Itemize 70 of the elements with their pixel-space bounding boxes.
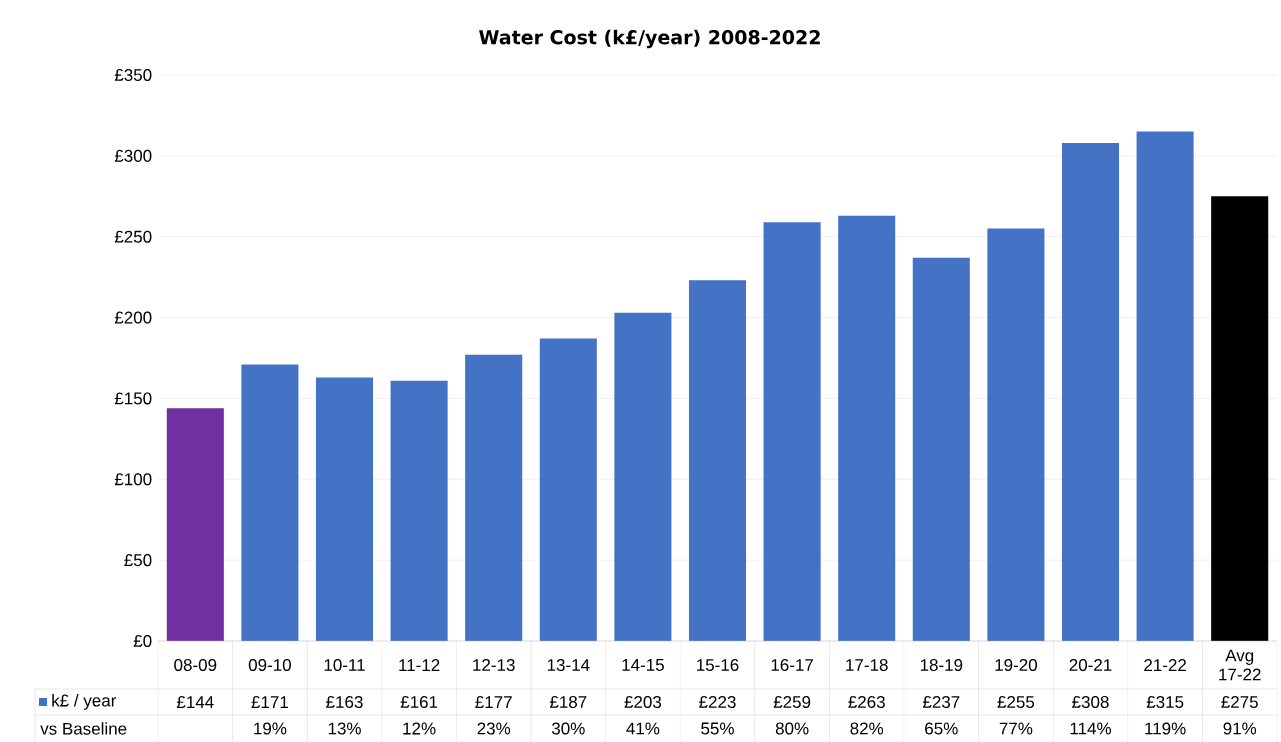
x-tick-label: 09-10 bbox=[248, 658, 291, 672]
x-tick-label: 13-14 bbox=[547, 658, 590, 672]
x-tick-label: Avg 17-22 bbox=[1219, 649, 1261, 681]
bar bbox=[763, 222, 821, 641]
y-tick-label: £350 bbox=[114, 68, 152, 82]
bar bbox=[688, 280, 747, 641]
text: 65% bbox=[925, 722, 958, 735]
bar bbox=[315, 377, 374, 641]
bar bbox=[1136, 131, 1194, 641]
bar bbox=[614, 312, 672, 641]
x-tick-label: 15-16 bbox=[697, 658, 739, 672]
text: 19% bbox=[254, 722, 287, 735]
data-label: £255 bbox=[997, 695, 1035, 709]
bar bbox=[1061, 142, 1120, 641]
x-tick-label: 12-13 bbox=[473, 658, 515, 672]
chart-title: Water Cost (k£/year) 2008-2022 bbox=[479, 29, 820, 49]
data-label: £177 bbox=[475, 696, 512, 708]
bar bbox=[390, 380, 448, 641]
x-tick-label: 11-12 bbox=[399, 659, 440, 671]
text: 41% bbox=[626, 722, 660, 735]
bar bbox=[539, 338, 597, 641]
data-label: £171 bbox=[251, 696, 288, 708]
text: 82% bbox=[850, 722, 884, 735]
bar bbox=[1211, 196, 1269, 641]
text: 23% bbox=[477, 722, 511, 735]
data-label: £259 bbox=[773, 695, 811, 709]
text: 13% bbox=[328, 722, 361, 735]
bar bbox=[166, 408, 224, 641]
text: 12% bbox=[403, 722, 436, 735]
x-tick-label: 17-18 bbox=[846, 658, 888, 672]
data-label: £163 bbox=[326, 695, 363, 709]
bar bbox=[912, 257, 970, 641]
data-label: £223 bbox=[699, 695, 736, 709]
y-tick-label: £100 bbox=[114, 473, 152, 486]
y-tick-label: £50 bbox=[124, 554, 152, 567]
text: vs Baseline bbox=[40, 722, 127, 735]
x-tick-label: 14-15 bbox=[622, 659, 664, 671]
data-label: £203 bbox=[624, 695, 662, 709]
legend-label: k£ / year bbox=[52, 694, 117, 710]
text: 91% bbox=[1223, 722, 1257, 735]
data-label: £308 bbox=[1072, 695, 1109, 709]
data-label: £275 bbox=[1221, 695, 1258, 709]
text: 30% bbox=[551, 722, 585, 735]
y-tick-label: £150 bbox=[114, 392, 152, 405]
data-label: £161 bbox=[400, 695, 438, 709]
text: 114% bbox=[1070, 722, 1112, 735]
x-tick-label: 16-17 bbox=[771, 658, 813, 672]
y-tick-label: £0 bbox=[133, 634, 152, 648]
text: 80% bbox=[775, 722, 809, 735]
bar bbox=[241, 364, 299, 641]
y-tick-label: £200 bbox=[114, 311, 152, 324]
y-tick-label: £250 bbox=[114, 230, 152, 243]
x-tick-label: 08-09 bbox=[174, 658, 217, 672]
bar bbox=[465, 354, 523, 641]
x-tick-label: 19-20 bbox=[995, 658, 1037, 672]
x-tick-label: 18-19 bbox=[920, 658, 963, 672]
text: 119% bbox=[1145, 722, 1186, 735]
x-tick-label: 21-22 bbox=[1144, 659, 1186, 671]
text: 77% bbox=[999, 722, 1033, 735]
text: 55% bbox=[701, 722, 734, 735]
x-tick-label: 10-11 bbox=[324, 658, 365, 672]
data-label: £187 bbox=[549, 695, 587, 709]
bar bbox=[838, 215, 896, 641]
data-label: £144 bbox=[176, 696, 214, 708]
x-tick-label: 20-21 bbox=[1069, 658, 1112, 672]
data-label: £237 bbox=[922, 695, 960, 709]
bar bbox=[987, 228, 1045, 641]
data-label: £315 bbox=[1146, 695, 1184, 709]
data-label: £263 bbox=[848, 695, 885, 709]
y-tick-label: £300 bbox=[114, 149, 152, 162]
